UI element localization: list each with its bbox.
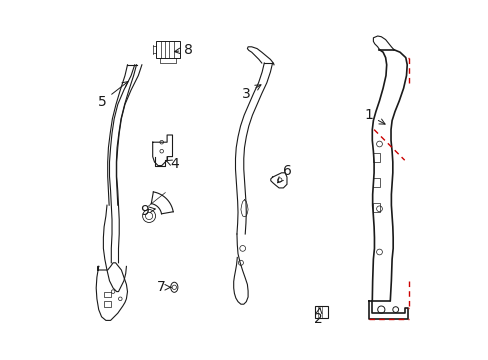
Text: 4: 4 bbox=[166, 157, 178, 171]
Text: 9: 9 bbox=[140, 204, 155, 217]
Bar bbox=[373, 203, 379, 212]
Text: 2: 2 bbox=[313, 308, 322, 325]
Bar bbox=[314, 306, 328, 318]
Text: 3: 3 bbox=[242, 85, 261, 100]
Text: 5: 5 bbox=[98, 82, 128, 108]
Bar bbox=[104, 292, 111, 297]
Bar bbox=[156, 41, 179, 58]
Text: 6: 6 bbox=[277, 164, 291, 183]
Text: 1: 1 bbox=[364, 108, 385, 124]
Bar bbox=[373, 153, 379, 162]
Text: 7: 7 bbox=[156, 280, 171, 294]
Text: 8: 8 bbox=[174, 43, 193, 57]
Bar bbox=[104, 301, 111, 307]
Bar bbox=[373, 178, 379, 187]
